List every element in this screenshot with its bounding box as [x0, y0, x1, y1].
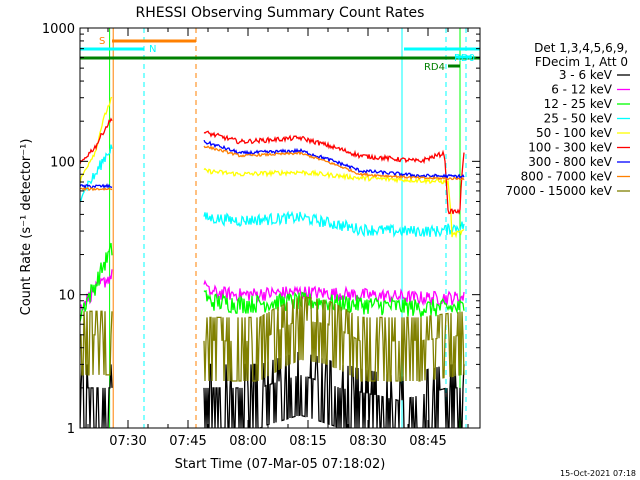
flag-label-rd4: RD4 [424, 62, 445, 73]
series-line-1-seg-1 [203, 279, 465, 307]
series-line-8-seg-1 [203, 296, 465, 382]
legend: Det 1,3,4,5,6,9,FDecim 1, Att 03 - 6 keV… [505, 41, 630, 198]
series-line-7-seg-1 [203, 145, 465, 181]
flag-label-n: N [149, 44, 156, 55]
legend-header-1: FDecim 1, Att 0 [535, 55, 628, 69]
series-line-4-seg-0 [80, 96, 113, 184]
chart-title: RHESSI Observing Summary Count Rates [136, 5, 425, 21]
legend-label-1: 6 - 12 keV [551, 83, 613, 97]
series-line-2-seg-0 [80, 242, 113, 322]
legend-label-0: 3 - 6 keV [559, 68, 613, 82]
series-line-0-seg-0 [80, 363, 113, 428]
series-line-8-seg-0 [80, 310, 113, 376]
legend-label-6: 300 - 800 keV [528, 155, 612, 169]
y-tick-label-2: 100 [50, 155, 75, 170]
series-line-3-seg-1 [203, 210, 465, 238]
y-axis-title: Count Rate (s⁻¹ detector⁻¹) [19, 139, 34, 316]
x-tick-label-0: 07:30 [109, 434, 146, 449]
legend-label-8: 7000 - 15000 keV [505, 184, 612, 198]
y-tick-label-0: 1 [67, 422, 75, 437]
x-axis-title: Start Time (07-Mar-05 07:18:02) [175, 457, 386, 472]
x-tick-label-3: 08:15 [289, 434, 326, 449]
x-tick-label-2: 08:00 [229, 434, 266, 449]
axes: 07:30 07:45 08:00 08:15 08:30 08:45 1 10 100 1000 [42, 22, 481, 449]
x-tick-label-5: 08:45 [409, 434, 446, 449]
y-tick-label-1: 10 [58, 289, 75, 304]
series-line-5-seg-0 [80, 117, 113, 165]
plot-frame [79, 27, 481, 429]
y-tick-label-3: 1000 [42, 22, 75, 37]
flag-label-s: S [99, 36, 105, 47]
flag-bars: S N RD4 RD0 [80, 36, 480, 73]
series-line-2-seg-1 [203, 289, 465, 318]
series-line-6-seg-0 [80, 183, 113, 190]
series-lines [80, 96, 465, 428]
legend-header-0: Det 1,3,4,5,6,9, [534, 41, 628, 55]
series-line-3-seg-0 [80, 144, 113, 203]
legend-label-7: 800 - 7000 keV [521, 170, 613, 184]
legend-label-3: 25 - 50 keV [544, 112, 613, 126]
x-tick-label-1: 07:45 [169, 434, 206, 449]
footer-date: 15-Oct-2021 07:18 [560, 469, 636, 478]
series-line-6-seg-1 [203, 139, 465, 180]
time-markers [79, 28, 467, 428]
legend-label-4: 50 - 100 keV [536, 126, 613, 140]
x-tick-label-4: 08:30 [349, 434, 386, 449]
series-line-7-seg-0 [80, 186, 113, 192]
legend-label-5: 100 - 300 keV [528, 141, 612, 155]
series-line-5-seg-1 [203, 130, 465, 215]
flag-label-rd0: RD0 [454, 53, 475, 64]
legend-label-2: 12 - 25 keV [544, 97, 613, 111]
series-line-1-seg-0 [80, 269, 113, 311]
series-line-4-seg-1 [203, 167, 465, 239]
